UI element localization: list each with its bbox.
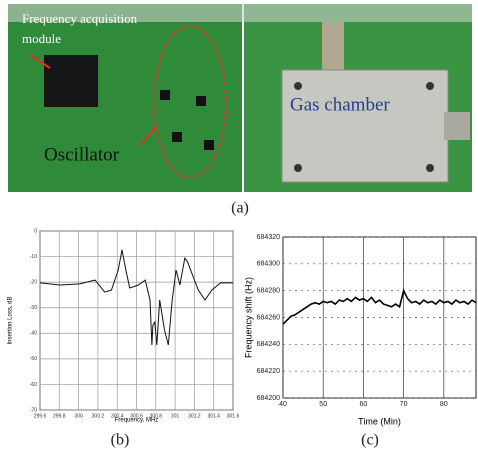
data-line (39, 249, 233, 346)
x-tick-label: 301.2 (188, 413, 201, 419)
y-tick-label: 684200 (257, 395, 280, 402)
photo: Frequency acquisition module Oscillator … (8, 4, 472, 192)
y-tick-label: -60 (30, 382, 37, 388)
x-tick-label: 300.4 (111, 413, 124, 419)
connector (444, 112, 470, 140)
x-tick-label: 70 (400, 401, 408, 408)
y-tick-label: -20 (30, 279, 37, 285)
screw (426, 164, 434, 172)
chip (172, 132, 182, 142)
x-tick-label: 300 (74, 413, 83, 419)
photo-label: Gas chamber (290, 94, 390, 115)
x-tick-label: 301.6 (227, 413, 240, 419)
x-axis-title: Frequency, MHz (115, 418, 159, 424)
chip (196, 96, 206, 106)
chip (204, 140, 214, 150)
x-tick-label: 300.8 (150, 413, 163, 419)
arrow (29, 54, 51, 69)
screw (294, 82, 302, 90)
y-tick-label: -10 (30, 254, 37, 260)
y-tick-label: 684320 (257, 234, 280, 241)
y-tick-label: 684280 (257, 288, 280, 295)
y-tick-label: 684260 (257, 314, 280, 321)
x-tick-label: 40 (279, 401, 287, 408)
x-axis-title: Time (Min) (358, 416, 401, 426)
highlight-ellipse (153, 25, 227, 179)
x-tick-label: 80 (440, 401, 448, 408)
x-tick-label: 50 (319, 401, 327, 408)
chip (160, 90, 170, 100)
x-tick-label: 60 (360, 401, 368, 408)
chip (44, 55, 98, 107)
y-tick-label: 684220 (257, 368, 280, 375)
x-tick-label: 301.4 (207, 413, 220, 419)
y-tick-label: -50 (30, 356, 37, 362)
gas-chamber-box (281, 69, 449, 183)
y-tick-label: 684300 (257, 261, 280, 268)
screw (426, 82, 434, 90)
photo-label: Frequency acquisition (22, 11, 138, 26)
y-tick-label: 0 (34, 228, 37, 234)
y-axis-title: Frequency shift (Hz) (243, 277, 253, 358)
screw (294, 164, 302, 172)
y-tick-label: -30 (30, 305, 37, 311)
background (8, 4, 472, 22)
photo-label: module (22, 31, 61, 46)
x-tick-label: 299.6 (34, 413, 47, 419)
caption: (a) (231, 200, 249, 217)
photo-label: Oscillator (44, 144, 120, 165)
x-tick-label: 301 (171, 413, 180, 419)
caption: (c) (361, 432, 379, 449)
caption: (b) (111, 432, 130, 449)
y-axis-title: Insertion Loss, dB (8, 296, 14, 344)
y-tick-label: 684240 (257, 341, 280, 348)
x-tick-label: 300.6 (130, 413, 143, 419)
arrow (139, 124, 159, 146)
data-line (282, 288, 477, 325)
y-tick-label: -40 (30, 331, 37, 337)
x-tick-label: 299.8 (53, 413, 66, 419)
x-tick-label: 300.2 (92, 413, 105, 419)
connector (322, 22, 344, 72)
y-tick-label: -70 (30, 407, 37, 413)
